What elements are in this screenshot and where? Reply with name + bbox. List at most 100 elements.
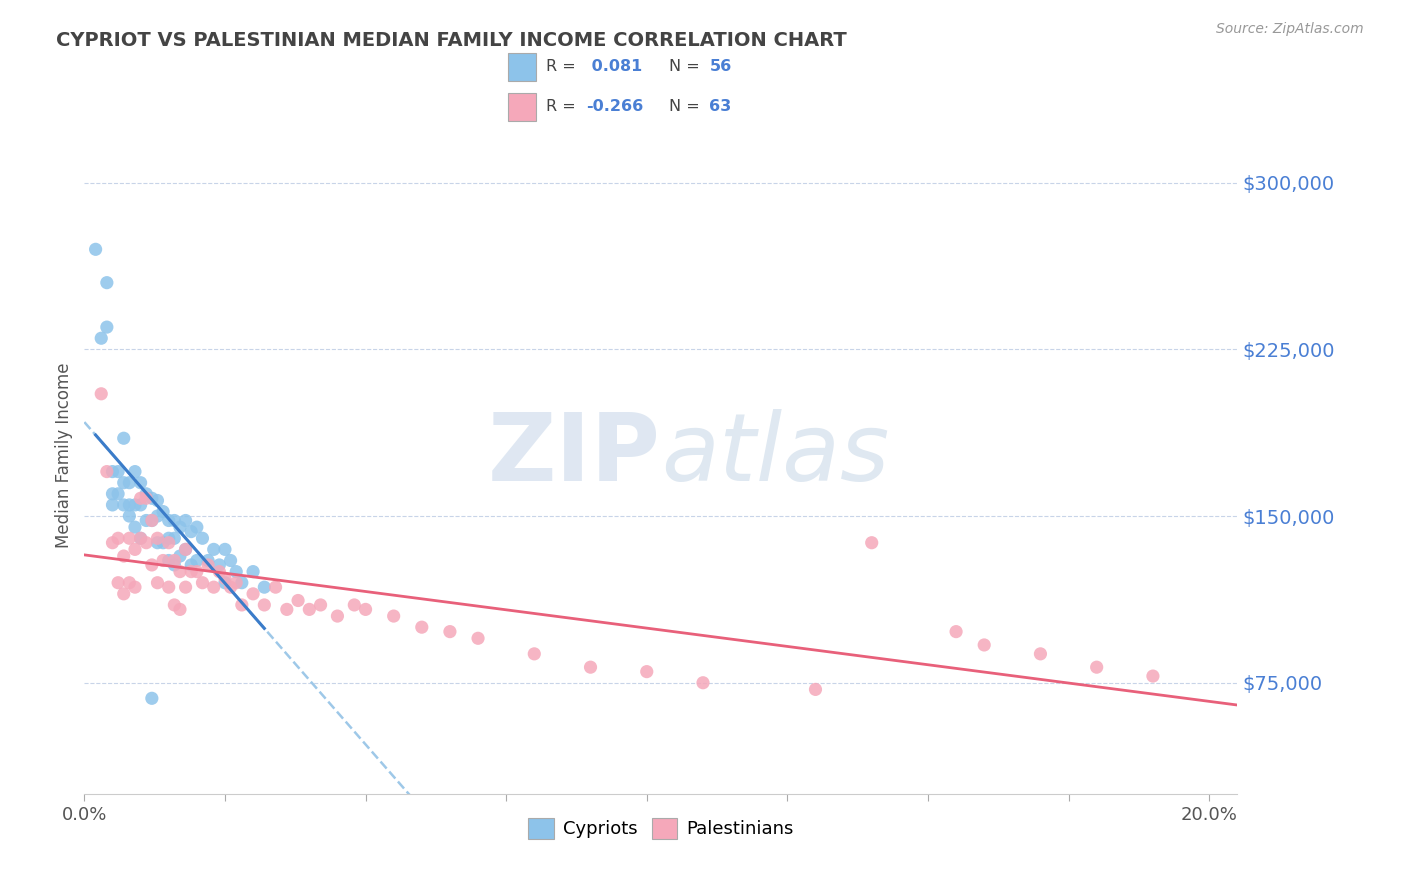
- Point: [146, 509, 169, 524]
- Point: [186, 565, 208, 579]
- Point: [146, 493, 169, 508]
- Point: [860, 535, 883, 549]
- Point: [152, 553, 174, 567]
- Legend: Cypriots, Palestinians: Cypriots, Palestinians: [522, 811, 800, 846]
- Point: [129, 531, 152, 545]
- Point: [180, 565, 202, 579]
- Point: [214, 571, 236, 585]
- Point: [124, 498, 146, 512]
- Text: atlas: atlas: [661, 409, 889, 500]
- Point: [146, 575, 169, 590]
- Point: [636, 665, 658, 679]
- Point: [174, 514, 197, 528]
- Point: [129, 498, 152, 512]
- Point: [141, 558, 163, 572]
- Point: [112, 475, 135, 490]
- Point: [101, 498, 124, 512]
- Point: [225, 575, 247, 590]
- Point: [180, 524, 202, 539]
- Point: [107, 575, 129, 590]
- Point: [118, 575, 141, 590]
- Point: [1085, 660, 1108, 674]
- Point: [298, 602, 321, 616]
- Point: [253, 580, 276, 594]
- Point: [174, 580, 197, 594]
- Point: [141, 691, 163, 706]
- Point: [157, 580, 180, 594]
- Point: [264, 580, 287, 594]
- Point: [135, 491, 157, 506]
- Point: [129, 491, 152, 506]
- Point: [90, 386, 112, 401]
- Text: 56: 56: [710, 59, 731, 74]
- Point: [112, 498, 135, 512]
- Point: [163, 598, 186, 612]
- Text: Source: ZipAtlas.com: Source: ZipAtlas.com: [1216, 22, 1364, 37]
- Y-axis label: Median Family Income: Median Family Income: [55, 362, 73, 548]
- Text: ZIP: ZIP: [488, 409, 661, 501]
- Point: [135, 487, 157, 501]
- Point: [692, 675, 714, 690]
- Text: 63: 63: [710, 99, 731, 114]
- Point: [124, 580, 146, 594]
- Point: [1029, 647, 1052, 661]
- Point: [135, 535, 157, 549]
- Point: [197, 558, 219, 572]
- Point: [242, 587, 264, 601]
- Point: [101, 487, 124, 501]
- Point: [253, 598, 276, 612]
- Point: [124, 520, 146, 534]
- Point: [804, 682, 827, 697]
- Point: [191, 531, 214, 545]
- Point: [118, 498, 141, 512]
- Point: [225, 565, 247, 579]
- Point: [163, 558, 186, 572]
- Point: [129, 475, 152, 490]
- Point: [202, 580, 225, 594]
- Text: N =: N =: [669, 99, 706, 114]
- Point: [191, 575, 214, 590]
- Text: 0.081: 0.081: [586, 59, 643, 74]
- Point: [157, 514, 180, 528]
- Point: [118, 475, 141, 490]
- Point: [90, 331, 112, 345]
- Point: [84, 243, 107, 257]
- Point: [157, 553, 180, 567]
- Point: [174, 542, 197, 557]
- Point: [231, 598, 253, 612]
- Point: [231, 575, 253, 590]
- Point: [124, 465, 146, 479]
- Point: [146, 535, 169, 549]
- Point: [146, 531, 169, 545]
- Point: [141, 491, 163, 506]
- Point: [202, 542, 225, 557]
- Point: [96, 276, 118, 290]
- Point: [96, 465, 118, 479]
- Point: [101, 535, 124, 549]
- Point: [141, 514, 163, 528]
- Text: N =: N =: [669, 59, 706, 74]
- Point: [118, 509, 141, 524]
- Bar: [509, 93, 536, 120]
- Point: [174, 542, 197, 557]
- Point: [287, 593, 309, 607]
- Point: [180, 558, 202, 572]
- Point: [163, 553, 186, 567]
- Point: [467, 632, 489, 646]
- Point: [135, 514, 157, 528]
- Point: [186, 553, 208, 567]
- Point: [579, 660, 602, 674]
- Point: [141, 514, 163, 528]
- Point: [107, 465, 129, 479]
- Point: [214, 542, 236, 557]
- Point: [112, 431, 135, 445]
- Point: [382, 609, 405, 624]
- Point: [107, 487, 129, 501]
- Point: [152, 505, 174, 519]
- Point: [112, 587, 135, 601]
- Point: [326, 609, 349, 624]
- Point: [163, 514, 186, 528]
- Point: [157, 535, 180, 549]
- Point: [945, 624, 967, 639]
- Point: [186, 520, 208, 534]
